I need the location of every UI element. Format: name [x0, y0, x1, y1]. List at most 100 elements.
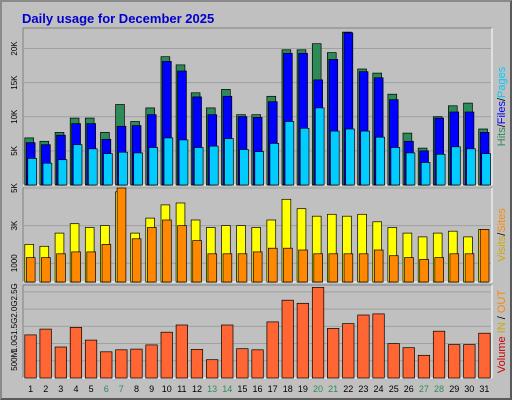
bar-kbytes-day-22 [342, 323, 355, 379]
bar-kbytes-day-15 [236, 348, 249, 379]
bar-kbytes-day-24 [372, 313, 385, 379]
panel-legend-volume: Volume IN / OUT [496, 290, 508, 373]
bar-pages-day-9 [148, 147, 159, 186]
bar-kbytes-day-14 [221, 324, 234, 379]
bar-kbytes-day-27 [417, 354, 431, 379]
bar-kbytes-day-30 [463, 344, 476, 379]
x-tick-label: 26 [404, 384, 414, 394]
bar-sites-day-3 [56, 253, 66, 283]
x-tick-label: 31 [479, 384, 489, 394]
bar-pages-day-14 [224, 138, 234, 186]
bar-kbytes-day-8 [130, 348, 143, 379]
bar-sites-day-9 [147, 227, 157, 283]
y-tick-label: 3K [10, 220, 19, 230]
legend-part: Pages [496, 66, 508, 98]
x-tick-label: 21 [328, 384, 338, 394]
y-tick-label: 500M [10, 350, 19, 370]
bar-pages-day-26 [405, 152, 416, 186]
y-tick-label: 1.5G [10, 318, 19, 335]
bar-kbytes-day-21 [327, 328, 340, 379]
bar-pages-day-17 [269, 143, 280, 186]
x-tick-label: 3 [58, 384, 63, 394]
x-tick-label: 2 [43, 384, 48, 394]
bar-kbytes-day-10 [160, 331, 173, 379]
legend-part: IN [496, 322, 508, 333]
bar-sites-day-2 [41, 257, 51, 283]
x-tick-label: 30 [464, 384, 474, 394]
y-tick-label: 15K [10, 75, 19, 90]
bar-sites-day-21 [328, 253, 339, 283]
bar-pages-day-21 [330, 130, 340, 186]
bar-pages-day-19 [299, 127, 310, 186]
bar-sites-day-12 [192, 240, 202, 283]
bar-pages-day-13 [209, 145, 219, 186]
bar-kbytes-day-31 [478, 332, 491, 379]
bar-sites-day-30 [464, 253, 475, 283]
panel-legend-visitors: Visits/Sites [496, 208, 508, 262]
x-tick-label: 6 [104, 384, 109, 394]
bar-kbytes-day-18 [281, 299, 294, 379]
bar-pages-day-12 [193, 147, 204, 186]
x-tick-label: 19 [298, 384, 308, 394]
y-tick-label: 1000 [10, 254, 19, 272]
bar-pages-day-1 [27, 158, 37, 186]
x-tick-label: 28 [434, 384, 444, 394]
bar-pages-day-22 [345, 128, 355, 186]
bar-sites-day-7 [116, 187, 127, 283]
legend-part: / [496, 313, 508, 322]
legend-part: Sites [496, 208, 508, 233]
x-tick-label: 25 [389, 384, 399, 394]
y-tick-label: 20K [10, 41, 19, 56]
bar-sites-day-19 [298, 249, 308, 283]
x-tick-label: 22 [343, 384, 353, 394]
bar-sites-day-17 [268, 247, 278, 283]
y-tick-label: 2.5G [10, 283, 19, 300]
y-tick-label: 2.0G [10, 300, 19, 317]
bar-pages-day-23 [360, 130, 370, 186]
bar-pages-day-6 [103, 153, 113, 186]
bar-kbytes-day-6 [100, 351, 113, 379]
bar-kbytes-day-26 [402, 347, 415, 379]
bar-kbytes-day-23 [357, 314, 370, 379]
y-tick-label: 10K [10, 109, 19, 124]
bar-pages-day-31 [481, 153, 491, 186]
bar-pages-day-4 [72, 144, 83, 186]
bar-pages-day-24 [375, 136, 385, 186]
bar-sites-day-28 [434, 257, 444, 283]
x-tick-label: 18 [283, 384, 293, 394]
bar-kbytes-day-2 [39, 328, 52, 379]
bar-kbytes-day-16 [251, 349, 264, 379]
bar-sites-day-1 [25, 257, 36, 283]
bar-sites-day-22 [343, 253, 354, 283]
bar-pages-day-3 [57, 159, 68, 186]
bar-kbytes-day-11 [175, 324, 188, 379]
bar-sites-day-25 [389, 255, 399, 283]
bar-kbytes-day-13 [206, 359, 219, 379]
x-tick-label: 7 [119, 384, 124, 394]
bar-pages-day-5 [88, 148, 98, 186]
bar-kbytes-day-9 [145, 344, 158, 379]
bar-kbytes-day-7 [115, 349, 128, 379]
chart-title: Daily usage for December 2025 [22, 11, 214, 26]
bar-kbytes-day-28 [432, 330, 446, 379]
bar-pages-day-28 [435, 153, 446, 186]
bar-kbytes-day-3 [54, 346, 67, 379]
x-tick-label: 23 [358, 384, 368, 394]
bar-sites-day-8 [131, 238, 142, 283]
bar-sites-day-18 [283, 247, 293, 283]
bar-kbytes-day-20 [311, 287, 325, 379]
bar-kbytes-day-1 [24, 334, 37, 379]
bar-kbytes-day-19 [296, 302, 309, 379]
bar-sites-day-14 [222, 253, 233, 283]
bar-sites-day-20 [313, 253, 323, 283]
bar-kbytes-day-17 [266, 321, 279, 379]
legend-part: OUT [496, 290, 508, 314]
bar-sites-day-13 [207, 253, 218, 283]
bar-kbytes-day-29 [448, 344, 461, 379]
x-tick-label: 24 [373, 384, 383, 394]
legend-part: / [496, 123, 508, 127]
